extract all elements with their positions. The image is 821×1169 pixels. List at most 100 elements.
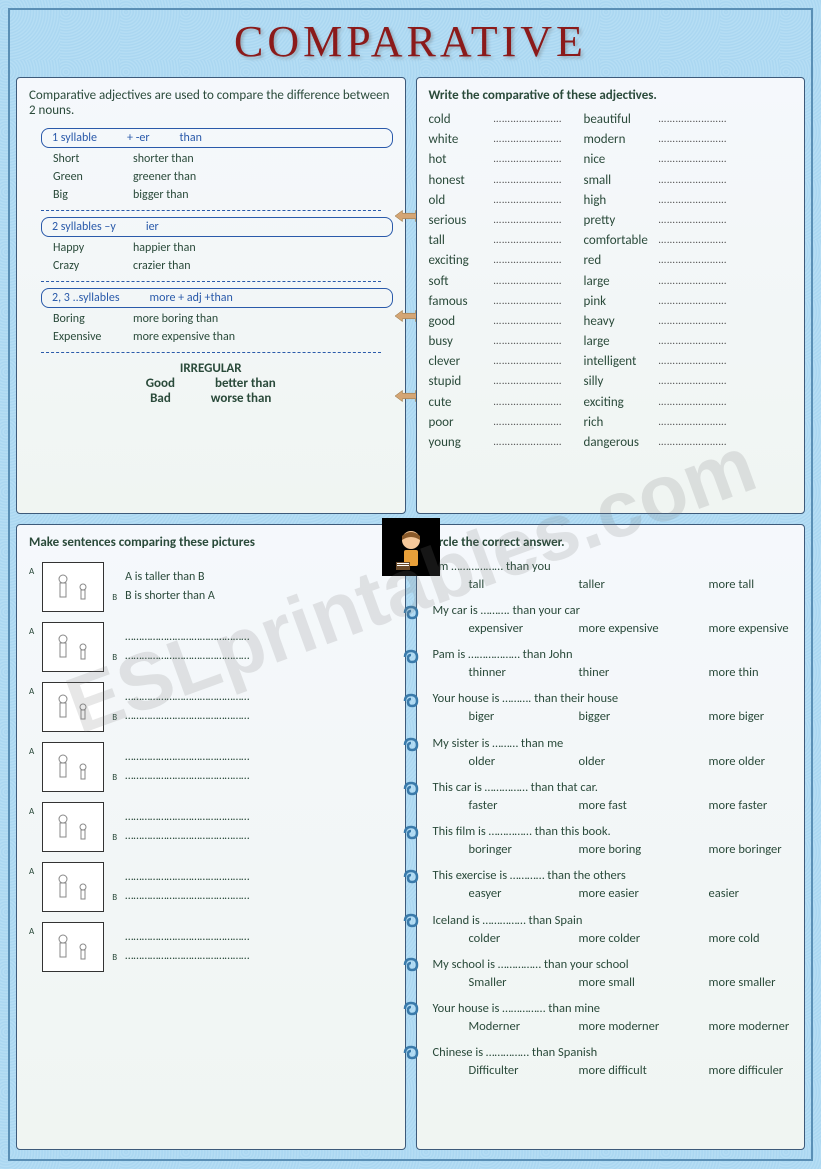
sentence-lines[interactable]: ……………………………………………………………………………… — [125, 742, 249, 786]
adjective-word: pretty — [584, 212, 659, 230]
adjective-word: rich — [584, 414, 659, 432]
adjective-word: poor — [429, 414, 494, 432]
blank-line[interactable]: …………………… — [659, 293, 734, 311]
blank-line[interactable]: …………………… — [659, 273, 734, 291]
sentence-lines[interactable]: ……………………………………………………………………………… — [125, 802, 249, 846]
answer-options[interactable]: talltallermore tall — [469, 576, 793, 594]
blank-line[interactable]: …………………… — [494, 273, 584, 291]
blank-line[interactable]: …………………… — [659, 252, 734, 270]
student-image — [382, 518, 440, 576]
blank-line[interactable]: …………………… — [659, 232, 734, 250]
blank-line[interactable]: …………………… — [659, 333, 734, 351]
adjective-word: cold — [429, 111, 494, 129]
adjective-word: pink — [584, 293, 659, 311]
blank-line[interactable]: …………………… — [494, 192, 584, 210]
blank-line[interactable]: …………………… — [494, 212, 584, 230]
rule-examples: Boringmore boring thanExpensivemore expe… — [53, 310, 393, 346]
blank-line[interactable]: …………………… — [659, 313, 734, 331]
adjective-word: large — [584, 273, 659, 291]
sentence-row: AB……………………………………………………………………………… — [29, 742, 393, 792]
spiral-icon — [403, 956, 423, 974]
sentence-lines[interactable]: A is taller than BB is shorter than A — [125, 562, 215, 606]
circle-question: This exercise is ………… than the otherseas… — [429, 867, 793, 903]
adjective-word: silly — [584, 373, 659, 391]
circle-question: Chinese is …………… than SpanishDifficulter… — [429, 1044, 793, 1080]
blank-line[interactable]: …………………… — [494, 394, 584, 412]
answer-options[interactable]: thinnerthinermore thin — [469, 664, 793, 682]
adjective-word: beautiful — [584, 111, 659, 129]
blank-line[interactable]: …………………… — [659, 353, 734, 371]
picture-placeholder — [42, 802, 104, 852]
sentence-lines[interactable]: ……………………………………………………………………………… — [125, 682, 249, 726]
blank-line[interactable]: …………………… — [659, 434, 734, 452]
blank-line[interactable]: …………………… — [494, 313, 584, 331]
blank-line[interactable]: …………………… — [494, 434, 584, 452]
blank-line[interactable]: …………………… — [659, 212, 734, 230]
answer-options[interactable]: expensivermore expensivemore expensive — [469, 620, 793, 638]
circle-question: I'm ……………… than youtalltallermore tall — [429, 558, 793, 594]
circle-question: This car is …………… than that car.fastermo… — [429, 779, 793, 815]
answer-options[interactable]: boringermore boringmore boringer — [469, 841, 793, 859]
blank-line[interactable]: …………………… — [494, 232, 584, 250]
spiral-icon — [403, 648, 423, 666]
blank-line[interactable]: …………………… — [659, 131, 734, 149]
panel3-header: Make sentences comparing these pictures — [29, 535, 393, 550]
rule-heading: 2, 3 ..syllablesmore + adj +than — [41, 288, 393, 308]
blank-line[interactable]: …………………… — [494, 414, 584, 432]
sentence-lines[interactable]: ……………………………………………………………………………… — [125, 922, 249, 966]
spiral-icon — [403, 692, 423, 710]
blank-line[interactable]: …………………… — [494, 293, 584, 311]
blank-line[interactable]: …………………… — [494, 151, 584, 169]
picture-placeholder — [42, 922, 104, 972]
adjective-word: famous — [429, 293, 494, 311]
sentence-row: ABA is taller than BB is shorter than A — [29, 562, 393, 612]
picture-placeholder — [42, 862, 104, 912]
spiral-icon — [403, 824, 423, 842]
answer-options[interactable]: fastermore fastmore faster — [469, 797, 793, 815]
blank-line[interactable]: …………………… — [659, 414, 734, 432]
blank-line[interactable]: …………………… — [659, 192, 734, 210]
panel4-header: Circle the correct answer. — [429, 535, 793, 550]
picture-placeholder — [42, 742, 104, 792]
worksheet-page: COMPARATIVE Comparative adjectives are u… — [8, 8, 813, 1161]
circle-question: My sister is ……… than meolderoldermore o… — [429, 735, 793, 771]
answer-options[interactable]: Difficultermore difficultmore difficuler — [469, 1062, 793, 1080]
adjective-word: comfortable — [584, 232, 659, 250]
circle-question: Your house is ………. than their housebiger… — [429, 690, 793, 726]
circle-question: My car is ………. than your carexpensivermo… — [429, 602, 793, 638]
blank-line[interactable]: …………………… — [494, 373, 584, 391]
blank-line[interactable]: …………………… — [659, 111, 734, 129]
blank-line[interactable]: …………………… — [659, 172, 734, 190]
blank-line[interactable]: …………………… — [494, 252, 584, 270]
blank-line[interactable]: …………………… — [659, 151, 734, 169]
sentence-lines[interactable]: ……………………………………………………………………………… — [125, 622, 249, 666]
adjective-word: honest — [429, 172, 494, 190]
adjective-word: hot — [429, 151, 494, 169]
rule-examples: Happyhappier thanCrazycrazier than — [53, 239, 393, 275]
circle-question: My school is …………… than your schoolSmall… — [429, 956, 793, 992]
answer-options[interactable]: coldermore coldermore cold — [469, 930, 793, 948]
blank-line[interactable]: …………………… — [494, 111, 584, 129]
answer-options[interactable]: bigerbiggermore biger — [469, 708, 793, 726]
adjective-word: clever — [429, 353, 494, 371]
write-comparative-panel: Write the comparative of these adjective… — [416, 77, 806, 514]
answer-options[interactable]: Smallermore smallmore smaller — [469, 974, 793, 992]
blank-line[interactable]: …………………… — [494, 333, 584, 351]
intro-text: Comparative adjectives are used to compa… — [29, 88, 393, 118]
irregular-section: IRREGULAR Goodbetter thanBadworse than — [29, 361, 393, 406]
answer-options[interactable]: olderoldermore older — [469, 753, 793, 771]
answer-options[interactable]: easyermore easiereasier — [469, 885, 793, 903]
spiral-icon — [403, 1000, 423, 1018]
sentence-row: AB……………………………………………………………………………… — [29, 682, 393, 732]
blank-line[interactable]: …………………… — [659, 394, 734, 412]
adjective-word: busy — [429, 333, 494, 351]
adjective-word: small — [584, 172, 659, 190]
blank-line[interactable]: …………………… — [659, 373, 734, 391]
adjective-grid: cold……………………beautiful……………………white………………… — [429, 111, 793, 452]
page-title: COMPARATIVE — [10, 10, 811, 77]
answer-options[interactable]: Modernermore modernermore moderner — [469, 1018, 793, 1036]
blank-line[interactable]: …………………… — [494, 172, 584, 190]
blank-line[interactable]: …………………… — [494, 353, 584, 371]
sentence-lines[interactable]: ……………………………………………………………………………… — [125, 862, 249, 906]
blank-line[interactable]: …………………… — [494, 131, 584, 149]
